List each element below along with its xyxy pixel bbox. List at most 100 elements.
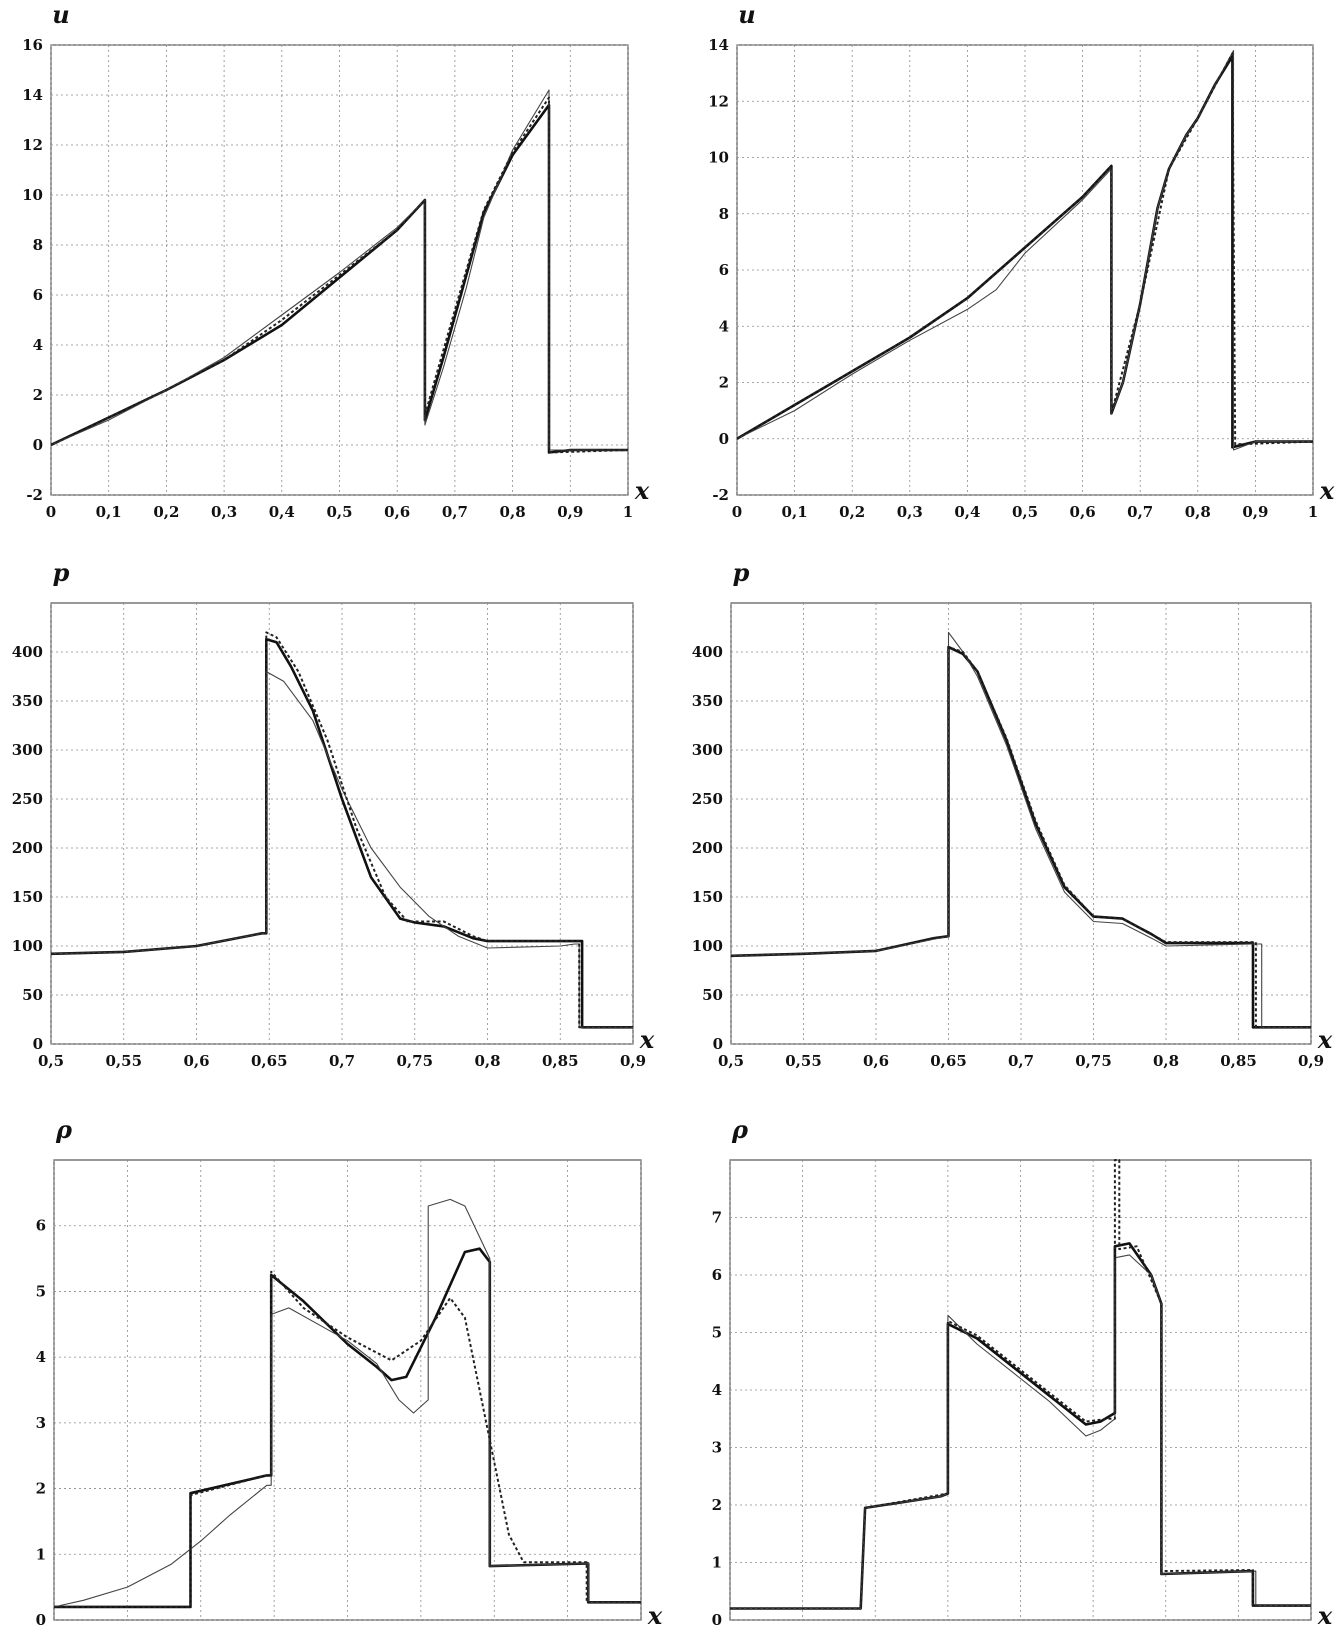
x-axis-label: x — [1317, 1025, 1333, 1054]
y-tick-label: 7 — [712, 1209, 722, 1227]
y-tick-label: 250 — [12, 790, 43, 808]
x-tick-label: 0,2 — [153, 503, 179, 521]
y-tick-label: 12 — [708, 92, 729, 110]
y-tick-label: 14 — [22, 86, 43, 104]
x-axis-label: x — [647, 1601, 663, 1630]
y-tick-label: 3 — [712, 1439, 722, 1457]
series-line-thin — [730, 1254, 1311, 1610]
x-tick-label: 0,5 — [717, 1628, 743, 1630]
x-tick-label: 0,65 — [256, 1628, 293, 1630]
y-tick-label: 0 — [713, 1035, 723, 1053]
y-tick-label: 4 — [36, 1348, 46, 1366]
chart-rho_right: 0,5 0,55 0,6 0,65 0,7 0,75 0,8 0,85 0,9 0 1 2 3 4 5 6 7 ρ… — [712, 1115, 1333, 1630]
x-tick-label: 0,7 — [1007, 1628, 1033, 1630]
y-tick-label: 6 — [33, 286, 43, 304]
x-tick-label: 0,85 — [542, 1052, 579, 1070]
x-tick-label: 0,9 — [557, 503, 583, 521]
y-tick-label: 10 — [22, 186, 43, 204]
x-tick-label: 0,55 — [109, 1628, 146, 1630]
x-tick-label: 0,7 — [442, 503, 468, 521]
y-tick-label: 3 — [36, 1414, 46, 1432]
series-line-dotted — [737, 52, 1313, 446]
y-tick-label: 1 — [36, 1545, 46, 1563]
x-tick-label: 0,2 — [839, 503, 865, 521]
x-tick-label: 0,8 — [1153, 1628, 1179, 1630]
y-tick-label: 400 — [692, 643, 723, 661]
x-tick-label: 0,6 — [1070, 503, 1096, 521]
y-axis-label: p — [53, 558, 70, 587]
x-tick-label: 0 — [732, 503, 742, 521]
y-axis-label: u — [738, 0, 755, 29]
x-tick-label: 0,1 — [782, 503, 808, 521]
series-line-dotted — [54, 1270, 641, 1608]
x-tick-label: 0,85 — [1220, 1052, 1257, 1070]
x-tick-label: 0,5 — [41, 1628, 67, 1630]
y-tick-label: 8 — [719, 205, 729, 223]
x-tick-label: 0,7 — [1127, 503, 1153, 521]
x-tick-label: 1 — [623, 503, 633, 521]
y-tick-label: 300 — [692, 741, 723, 759]
x-tick-label: 0,65 — [251, 1052, 288, 1070]
x-tick-label: 0,3 — [211, 503, 237, 521]
y-tick-label: 6 — [719, 261, 729, 279]
x-tick-label: 0,5 — [326, 503, 352, 521]
x-tick-label: 0,5 — [1012, 503, 1038, 521]
y-tick-label: 200 — [12, 839, 43, 857]
y-tick-label: 14 — [708, 36, 729, 54]
y-tick-label: -2 — [26, 486, 43, 504]
y-tick-label: 5 — [36, 1282, 46, 1300]
y-tick-label: 5 — [712, 1324, 722, 1342]
x-tick-label: 0,65 — [930, 1052, 967, 1070]
y-tick-label: 0 — [33, 1035, 43, 1053]
y-tick-label: 0 — [36, 1611, 46, 1629]
y-tick-label: 16 — [22, 36, 43, 54]
x-tick-label: 0,4 — [269, 503, 295, 521]
x-tick-label: 0,6 — [863, 1052, 889, 1070]
x-tick-label: 0,6 — [862, 1628, 888, 1630]
x-tick-label: 0,55 — [785, 1052, 822, 1070]
y-axis-label: ρ — [55, 1115, 73, 1144]
y-tick-label: 50 — [702, 986, 723, 1004]
x-tick-label: 0,9 — [620, 1052, 646, 1070]
x-tick-label: 0,55 — [105, 1052, 142, 1070]
x-tick-label: 0,75 — [1075, 1628, 1112, 1630]
x-axis-label: x — [639, 1025, 655, 1054]
chart-u_full_left: 0 0,1 0,2 0,3 0,4 0,5 0,6 0,7 0,8 0,9 1-2024681012… — [22, 0, 650, 521]
x-tick-label: 0,75 — [1075, 1052, 1112, 1070]
x-tick-label: 0,1 — [96, 503, 122, 521]
y-tick-label: 6 — [712, 1266, 722, 1284]
x-tick-label: 0,3 — [897, 503, 923, 521]
y-tick-label: 150 — [12, 888, 43, 906]
y-tick-label: 0 — [712, 1611, 722, 1629]
y-tick-label: 0 — [719, 430, 729, 448]
y-tick-label: 2 — [712, 1496, 722, 1514]
y-tick-label: 8 — [33, 236, 43, 254]
x-tick-label: 0,85 — [549, 1628, 586, 1630]
x-tick-label: 0,9 — [1242, 503, 1268, 521]
x-tick-label: 0,6 — [183, 1052, 209, 1070]
x-tick-label: 0,65 — [930, 1628, 967, 1630]
x-axis-label: x — [634, 476, 650, 505]
x-tick-label: 0,4 — [954, 503, 980, 521]
x-tick-label: 0,7 — [329, 1052, 355, 1070]
x-tick-label: 0,8 — [481, 1628, 507, 1630]
y-tick-label: 4 — [719, 317, 729, 335]
x-tick-label: 0,6 — [188, 1628, 214, 1630]
y-tick-label: -2 — [712, 486, 729, 504]
y-tick-label: 4 — [33, 336, 43, 354]
x-tick-label: 0,75 — [396, 1052, 433, 1070]
x-tick-label: 0,55 — [784, 1628, 821, 1630]
y-tick-label: 350 — [12, 692, 43, 710]
x-tick-label: 0,7 — [1008, 1052, 1034, 1070]
chart-u_full_right: 0 0,1 0,2 0,3 0,4 0,5 0,6 0,7 0,8 0,9 1-2024681012… — [708, 0, 1335, 521]
series-line-dotted — [730, 1159, 1311, 1610]
y-tick-label: 300 — [12, 741, 43, 759]
x-tick-label: 0,9 — [628, 1628, 654, 1630]
y-tick-label: 1 — [712, 1554, 722, 1572]
y-tick-label: 2 — [36, 1480, 46, 1498]
y-tick-label: 150 — [692, 888, 723, 906]
x-tick-label: 0,5 — [718, 1052, 744, 1070]
y-tick-label: 2 — [719, 374, 729, 392]
series-line-thin — [51, 671, 633, 1028]
